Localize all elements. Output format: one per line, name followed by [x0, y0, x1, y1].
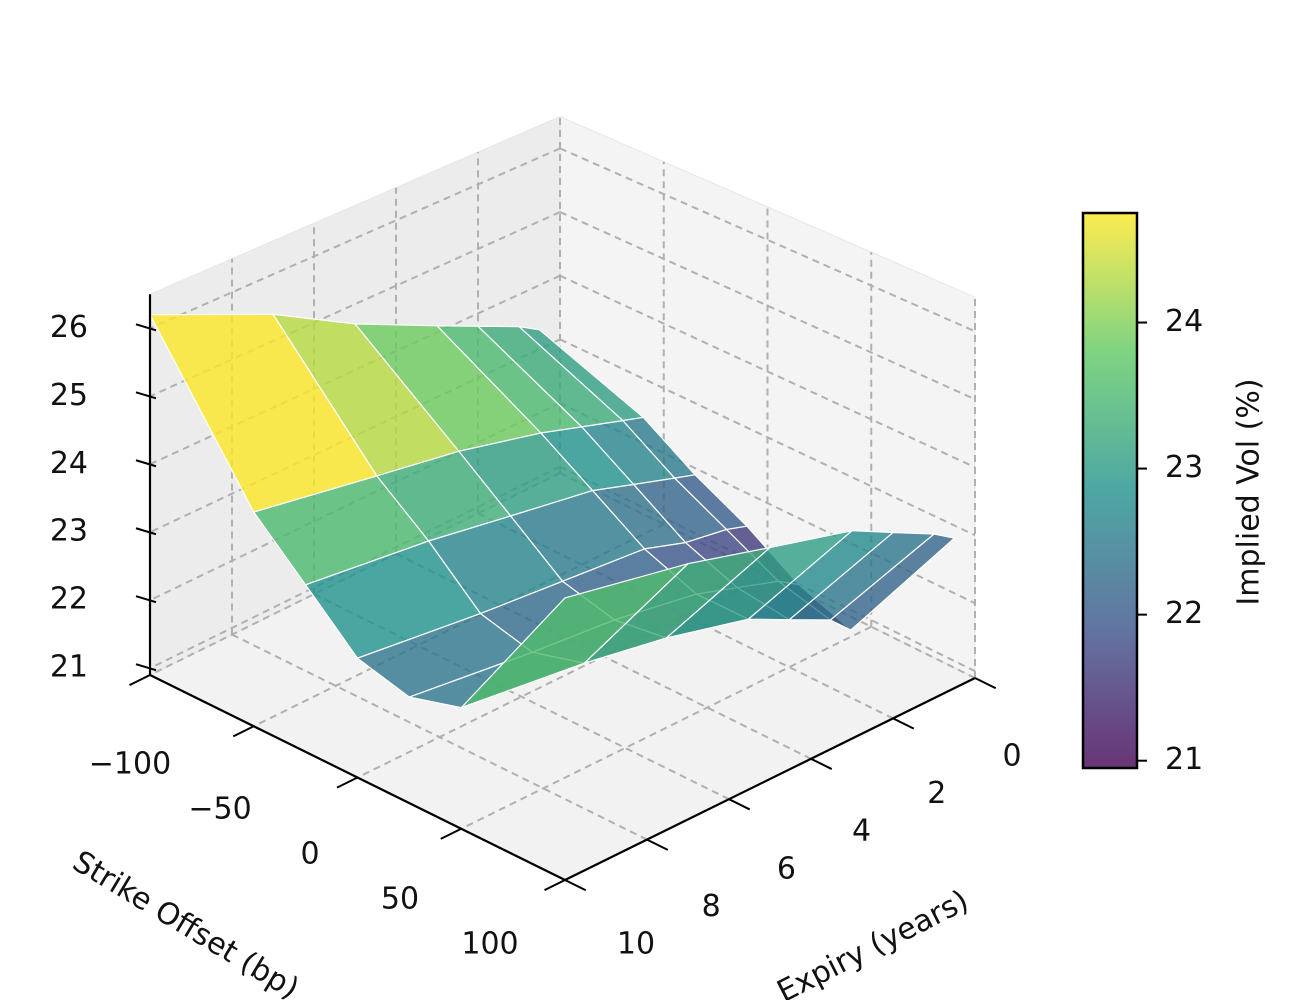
y-tick — [564, 879, 587, 892]
x-axis-label: Strike Offset (bp) — [67, 844, 305, 1000]
x-tick — [440, 827, 462, 840]
grid-line — [460, 625, 872, 830]
z-tick — [135, 663, 157, 672]
z-tick — [135, 391, 157, 400]
grid-line — [559, 274, 976, 469]
colorbar-tick-label: 23 — [1165, 450, 1203, 485]
x-tick — [336, 776, 358, 789]
grid-line — [559, 211, 976, 401]
z-tick-label: 21 — [50, 650, 88, 685]
colorbar-tick-label: 22 — [1165, 596, 1203, 631]
z-tick-label: 25 — [50, 378, 88, 413]
z-tick-label: 26 — [50, 310, 88, 345]
z-tick — [135, 595, 157, 604]
x-tick — [232, 725, 255, 738]
colorbar-tick-label: 21 — [1165, 742, 1203, 777]
colorbar-frame — [1081, 211, 1139, 770]
z-tick — [135, 323, 157, 332]
y-tick-label: 8 — [702, 889, 721, 924]
y-tick-label: 10 — [617, 927, 655, 962]
y-axis-line — [564, 677, 976, 881]
colorbar-tick-label: 24 — [1165, 304, 1203, 339]
z-tick — [135, 527, 157, 536]
y-tick — [974, 677, 997, 690]
grid-line — [559, 147, 976, 333]
z-tick-label: 23 — [50, 514, 88, 549]
x-tick — [544, 879, 566, 891]
grid-line — [559, 338, 976, 537]
y-tick — [646, 838, 669, 851]
grid-line — [231, 633, 648, 841]
colorbar — [1083, 213, 1137, 768]
y-tick-label: 0 — [1002, 739, 1021, 774]
surface-patch — [460, 563, 689, 709]
x-tick-label: 100 — [461, 927, 518, 962]
grid-line — [149, 147, 561, 330]
x-tick-label: 50 — [381, 882, 419, 917]
x-tick-label: 0 — [300, 837, 319, 872]
y-tick-label: 2 — [927, 776, 946, 811]
x-tick — [129, 674, 151, 686]
z-tick — [135, 459, 157, 468]
y-tick-label: 6 — [777, 851, 796, 886]
z-tick-label: 22 — [50, 582, 88, 617]
y-axis-label: Expiry (years) — [772, 883, 975, 1000]
x-tick-label: −50 — [188, 792, 251, 827]
y-tick — [892, 717, 915, 730]
x-tick-label: −100 — [89, 747, 171, 782]
y-tick — [728, 798, 751, 811]
y-tick — [810, 757, 833, 770]
colorbar-label: Implied Vol (%) — [1232, 378, 1267, 605]
z-tick-label: 24 — [50, 446, 88, 481]
y-tick-label: 4 — [852, 814, 871, 849]
